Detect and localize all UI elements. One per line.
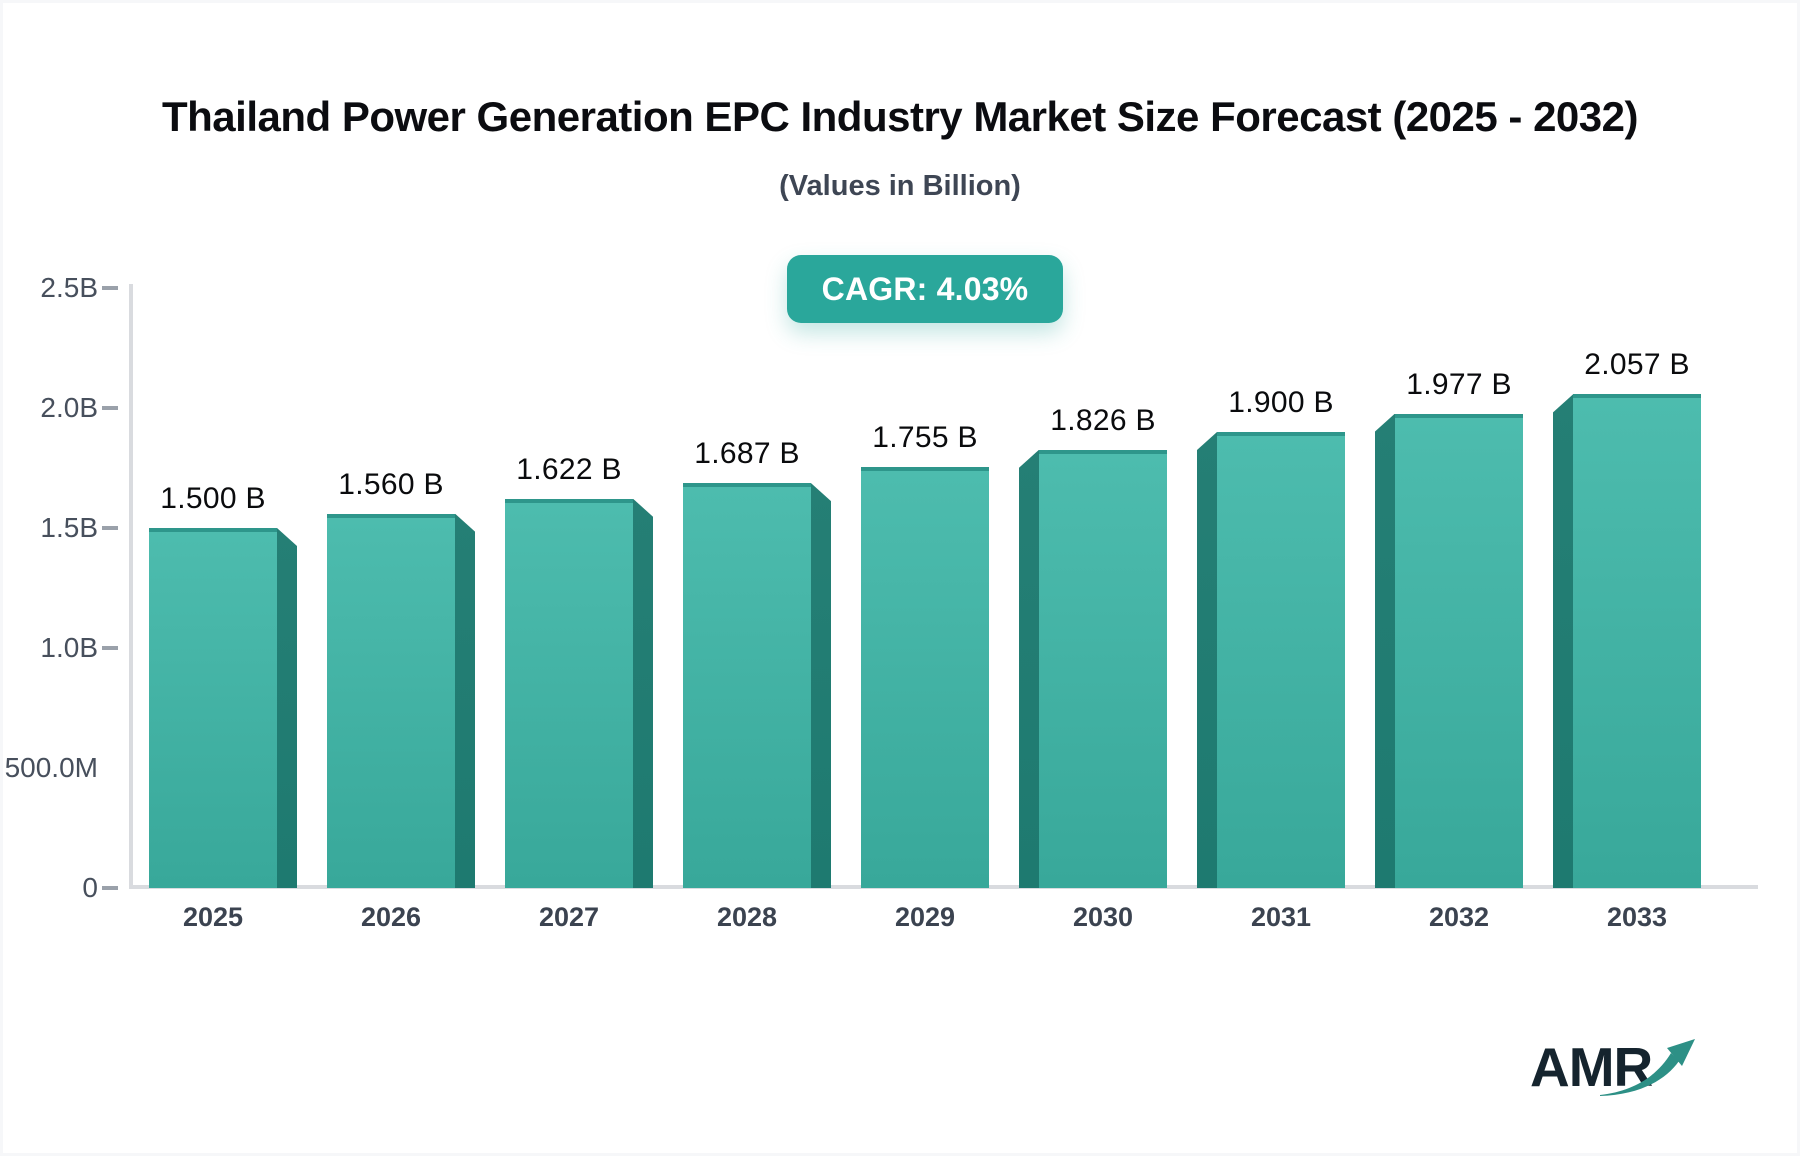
x-axis-label-2028: 2028 — [716, 902, 778, 932]
bar-value-label: 1.622 B — [516, 452, 622, 486]
page-subtitle: (Values in Billion) — [779, 170, 1021, 202]
bar-front-2027 — [505, 498, 633, 888]
bar-front-2026 — [327, 513, 455, 888]
bar-front-2025 — [149, 528, 277, 888]
y-axis-tick — [102, 406, 118, 410]
bar-value-label: 1.755 B — [872, 420, 978, 454]
y-axis-line — [129, 284, 133, 888]
bar-front-2028 — [683, 483, 811, 888]
y-axis-label: 1.5B — [40, 512, 98, 543]
bar-value-label: 1.687 B — [694, 437, 800, 471]
y-axis-label: 2.5B — [40, 272, 98, 303]
x-axis-label-2030: 2030 — [1072, 902, 1134, 932]
bar-value-label: 1.977 B — [1406, 367, 1512, 401]
cagr-badge: CAGR: 4.03% — [787, 255, 1063, 323]
y-axis-label: 1.0B — [40, 632, 98, 663]
bar-front-2032 — [1395, 413, 1523, 888]
y-axis-tick — [102, 286, 118, 290]
y-axis-tick — [102, 646, 118, 650]
bar-value-label: 1.900 B — [1228, 386, 1334, 419]
growth-arrow-icon — [1600, 1039, 1695, 1096]
bar-side-2026 — [455, 513, 475, 888]
x-axis-label-2025: 2025 — [182, 902, 244, 932]
x-axis-label-2026: 2026 — [360, 902, 422, 932]
bar-side-2030 — [1019, 449, 1039, 888]
bar-value-label: 1.826 B — [1050, 403, 1156, 437]
bar-value-label: 2.057 B — [1584, 348, 1690, 382]
bar-front-2029 — [861, 466, 989, 888]
bar-front-2031 — [1217, 432, 1345, 888]
x-axis-label-2027: 2027 — [538, 902, 600, 932]
bar-side-2027 — [633, 498, 653, 888]
bar-front-2030 — [1039, 449, 1167, 888]
bar-side-2025 — [277, 528, 297, 888]
x-axis-label-2032: 2032 — [1428, 902, 1490, 932]
bar-side-2033 — [1553, 394, 1573, 888]
y-axis-label: 0 — [82, 872, 98, 903]
amr-logo: AMR — [1530, 1032, 1710, 1104]
page-title: Thailand Power Generation EPC Industry M… — [162, 93, 1639, 140]
x-axis-label-2031: 2031 — [1250, 902, 1312, 932]
bar-side-2028 — [811, 483, 831, 888]
bar-front-2033 — [1573, 394, 1701, 888]
bar-side-2031 — [1197, 432, 1217, 888]
y-axis-tick — [102, 886, 118, 890]
bar-value-label: 1.500 B — [160, 482, 266, 515]
x-axis-label-2033: 2033 — [1606, 902, 1668, 932]
y-axis-label: 2.0B — [40, 392, 98, 423]
y-axis-label: 500.0M — [4, 752, 98, 783]
bar-side-2032 — [1375, 413, 1395, 888]
cagr-badge-label: CAGR: 4.03% — [821, 270, 1029, 307]
y-axis-tick — [102, 526, 118, 530]
bar-value-label: 1.560 B — [338, 467, 444, 501]
x-axis-label-2029: 2029 — [894, 902, 956, 932]
